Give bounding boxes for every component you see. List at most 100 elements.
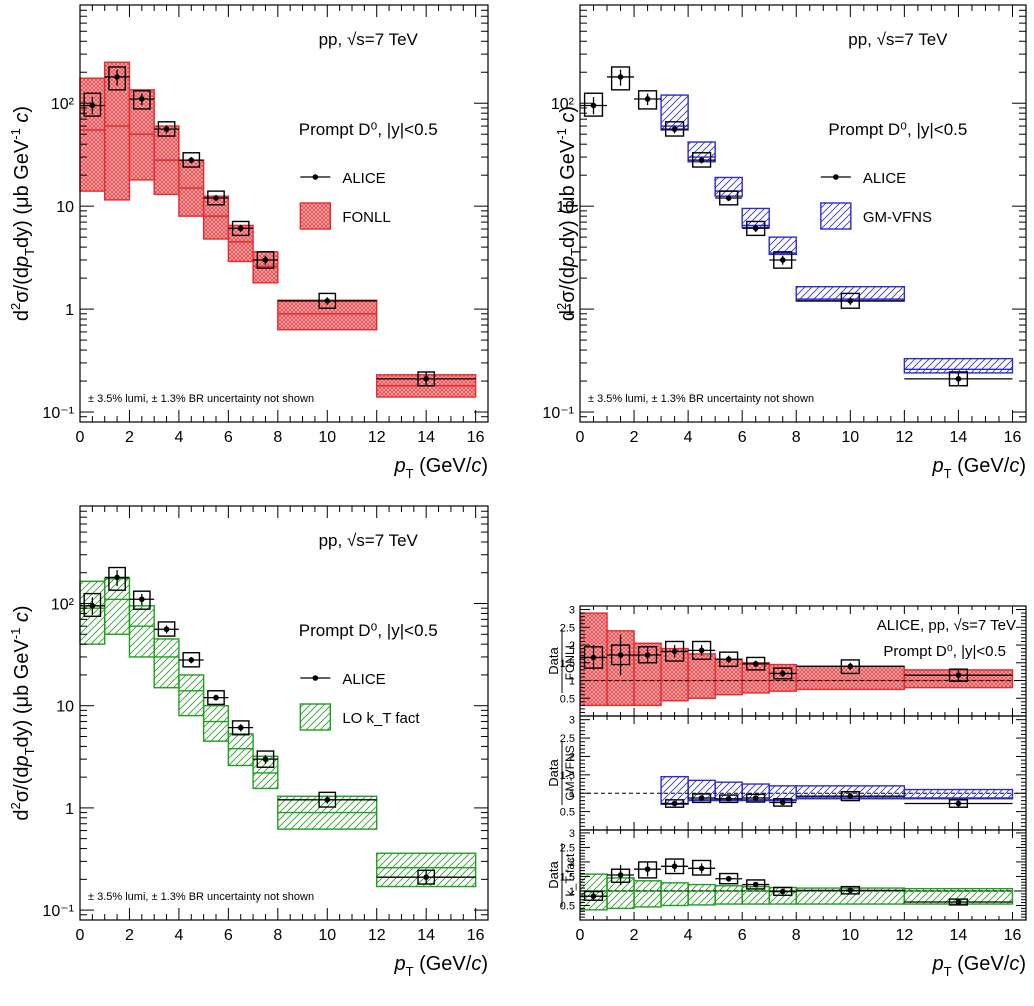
x-tick-label: 12 — [368, 429, 386, 446]
x-tick-label: 14 — [417, 429, 435, 446]
plot-area — [80, 506, 488, 920]
data-point — [742, 656, 770, 671]
theory-band — [633, 880, 662, 908]
marker — [779, 670, 786, 677]
y-tick-label: 10 — [556, 199, 574, 216]
marker — [955, 800, 962, 807]
data-point — [580, 645, 608, 670]
legend-theory-swatch — [299, 202, 332, 230]
y-tick-label: 1 — [569, 886, 575, 898]
marker — [847, 663, 854, 670]
x-tick-label: 0 — [576, 927, 585, 944]
data-point — [178, 152, 204, 168]
data-point — [796, 659, 905, 675]
syst-box — [83, 592, 102, 617]
marker — [617, 652, 624, 658]
data-point — [104, 66, 130, 91]
marker — [698, 647, 705, 654]
data-point — [154, 121, 179, 137]
y-tick-label: 1.5 — [560, 658, 575, 670]
y-tick-label: 1 — [65, 302, 74, 319]
x-tick-label: 14 — [950, 429, 968, 446]
data-point — [688, 152, 716, 168]
data-point — [253, 750, 278, 768]
marker — [213, 195, 219, 201]
data-point — [228, 720, 254, 736]
marker — [725, 795, 732, 802]
theory-bin — [227, 733, 254, 767]
ratio-subpanel-1: 0.5 1 1.5 2 2.5 3 Data FONLL — [546, 605, 1027, 717]
species-label: Prompt D⁰, |y|<0.5 — [828, 120, 967, 139]
ratio-label-denominator: FONLL — [563, 641, 577, 680]
marker — [671, 126, 678, 132]
ratio-label-numerator: Data — [546, 861, 561, 889]
data-point — [769, 886, 797, 897]
data-point — [129, 590, 155, 610]
theory-band — [687, 653, 716, 699]
data-point — [129, 90, 155, 110]
syst-box — [108, 66, 126, 91]
data-point — [742, 220, 770, 237]
marker — [671, 800, 678, 807]
data-point — [154, 621, 179, 637]
y-tick-label: 10² — [51, 96, 75, 113]
data-point — [715, 794, 743, 804]
y-tick-label: 0.5 — [560, 900, 575, 912]
legend-theory-label: GM-VFNS — [863, 209, 932, 226]
data-point — [904, 898, 1013, 906]
spectrum-panel-top-right: 0 2 4 6 8 10 12 14 16 pT (GeV/c) 10⁻¹ 1 10 10²d2σ/(dp… — [542, 4, 1027, 481]
theory-bin — [178, 159, 205, 217]
data-point — [715, 651, 743, 668]
legend-alice-marker — [833, 174, 839, 180]
data-point — [80, 592, 105, 617]
energy-annotation: pp, √s=7 TeV — [848, 30, 948, 49]
spectrum-panel-bottom-left: 0 2 4 6 8 10 12 14 16 pT (GeV/c) 10⁻¹ 1 10 10² d2σ/(dp… — [8, 505, 489, 979]
data-point — [904, 371, 1013, 387]
y-tick-label: 10⁻¹ — [42, 405, 74, 422]
x-tick-label: 2 — [125, 429, 134, 446]
theory-band — [227, 733, 254, 767]
x-tick-label: 8 — [792, 429, 801, 446]
theory-band — [660, 882, 689, 907]
plot-frame — [79, 505, 489, 921]
theory-bin — [178, 674, 205, 717]
marker — [752, 795, 759, 801]
y-tick-label: 1 — [569, 676, 575, 688]
marker — [725, 656, 732, 663]
marker — [213, 694, 219, 701]
spectrum-panel-top-left: 0 2 4 6 8 10 12 14 16 pT (GeV/c) 10⁻¹ 1 10 10² d2σ/(dp… — [8, 4, 489, 481]
x-tick-label: 14 — [950, 927, 968, 944]
data-point — [742, 793, 770, 803]
marker — [114, 574, 120, 581]
theory-band — [153, 638, 180, 689]
y-tick-label: 1.5 — [560, 770, 575, 782]
theory-bin — [903, 788, 1014, 800]
x-tick-label: 14 — [417, 927, 435, 944]
marker — [237, 225, 244, 232]
data-point — [607, 634, 635, 676]
energy-annotation: pp, √s=7 TeV — [319, 531, 419, 550]
syst-box — [610, 66, 631, 91]
marker — [188, 657, 195, 663]
x-tick-label: 12 — [368, 927, 386, 944]
marker — [617, 74, 624, 80]
data-point — [904, 668, 1013, 682]
footnote: ± 3.5% lumi, ± 1.3% BR uncertainty not s… — [88, 891, 314, 903]
y-tick-label: 3 — [569, 828, 575, 840]
x-tick-label: 16 — [467, 927, 485, 944]
data-point — [580, 890, 608, 901]
data-point — [203, 190, 229, 206]
legend-theory-swatch — [299, 703, 332, 731]
marker — [752, 225, 759, 232]
legend-theory-label: FONLL — [342, 209, 390, 226]
x-tick-label: 4 — [684, 429, 693, 446]
ratio-subpanel-3: 0.5 1 1.5 2 2.5 3 Data k_T-fact — [546, 828, 1027, 921]
y-tick-label: 2 — [569, 751, 575, 763]
ratio-label-numerator: Data — [546, 647, 561, 675]
marker — [698, 795, 705, 801]
x-tick-label: 4 — [174, 429, 183, 446]
plot-frame — [579, 4, 1027, 423]
theory-bin — [202, 705, 230, 742]
marker — [644, 652, 651, 658]
theory-band — [178, 674, 205, 717]
